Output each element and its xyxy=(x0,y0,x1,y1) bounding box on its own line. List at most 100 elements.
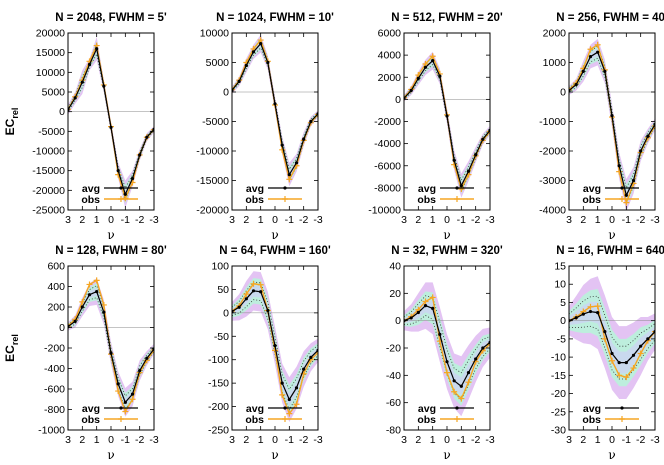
y-tick-label: -20000 xyxy=(196,205,229,217)
legend-marker-avg xyxy=(119,186,123,190)
x-tick-label: 1 xyxy=(595,214,601,226)
y-tick-label: -20000 xyxy=(32,185,65,197)
legend-label-obs: obs xyxy=(417,414,436,426)
x-axis-label: ν xyxy=(271,228,278,242)
y-tick-label: 50 xyxy=(217,284,229,296)
obs-point xyxy=(587,303,594,310)
avg-point xyxy=(617,164,621,168)
y-tick-label: 20000 xyxy=(36,28,65,40)
x-tick-label: -1 xyxy=(121,214,130,226)
avg-point xyxy=(438,332,442,336)
avg-point xyxy=(309,355,313,359)
avg-point xyxy=(251,50,256,54)
y-tick-label: -15000 xyxy=(196,175,229,187)
chart-title: N = 256, FWHM = 40' xyxy=(556,12,664,24)
plot-area xyxy=(569,276,655,399)
obs-point xyxy=(487,128,490,135)
x-tick-label: -3 xyxy=(313,434,322,446)
y-tick-label: 20 xyxy=(389,288,401,300)
y-tick-label: -10000 xyxy=(32,146,65,158)
legend-marker-avg xyxy=(119,406,123,410)
avg-point xyxy=(280,381,284,385)
legend-label-avg: avg xyxy=(246,183,264,195)
avg-point xyxy=(588,55,593,59)
x-tick-label: -3 xyxy=(650,434,659,446)
x-tick-label: 2 xyxy=(580,434,586,446)
x-tick-label: 3 xyxy=(401,214,407,226)
avg-point xyxy=(581,312,585,316)
x-axis-label: ν xyxy=(608,448,615,462)
y-tick-label: -10000 xyxy=(368,205,401,217)
band-inner xyxy=(68,283,154,412)
avg-point xyxy=(102,310,106,314)
sim-envelope-line xyxy=(569,325,655,380)
y-tick-label: -100 xyxy=(208,354,229,366)
obs-point xyxy=(68,322,71,329)
y-tick-label: 0 xyxy=(395,315,401,327)
chart-title: N = 512, FWHM = 20' xyxy=(391,12,503,24)
obs-point xyxy=(279,146,286,153)
y-axis-label-main: EC xyxy=(3,345,17,362)
obs-point xyxy=(594,41,601,48)
legend-marker-obs xyxy=(118,196,124,202)
x-tick-label: 0 xyxy=(272,434,278,446)
avg-point xyxy=(102,84,106,88)
avg-point xyxy=(302,367,306,371)
avg-point xyxy=(287,173,291,177)
y-tick-label: 6000 xyxy=(378,28,402,40)
legend-label-avg: avg xyxy=(418,403,436,415)
band-outer xyxy=(404,51,490,198)
y-tick-label: -4000 xyxy=(374,138,401,150)
x-tick-label: 1 xyxy=(94,434,100,446)
avg-point xyxy=(452,158,456,162)
x-tick-label: 1 xyxy=(258,214,264,226)
avg-point xyxy=(416,310,420,315)
obs-point xyxy=(623,374,630,381)
avg-point xyxy=(409,88,413,93)
obs-point xyxy=(93,277,100,284)
obs-point xyxy=(232,86,235,93)
y-tick-label: 400 xyxy=(47,281,65,293)
x-tick-label: 3 xyxy=(229,214,235,226)
x-tick-label: 1 xyxy=(430,434,436,446)
avg-point xyxy=(123,192,127,196)
band-outer xyxy=(569,38,655,210)
avg-point xyxy=(73,319,77,323)
obs-point xyxy=(451,388,458,395)
avg-point xyxy=(431,59,435,63)
avg-point xyxy=(145,356,149,360)
plot-frame xyxy=(231,32,319,211)
legend-label-avg: avg xyxy=(418,183,436,195)
y-tick-label: -80 xyxy=(386,425,401,437)
x-axis-label: ν xyxy=(443,228,450,242)
obs-point xyxy=(594,303,601,310)
legend-marker-obs xyxy=(118,416,124,422)
obs-point xyxy=(429,53,436,60)
y-tick-label: 0 xyxy=(223,87,229,99)
avg-point xyxy=(481,346,485,350)
x-tick-label: -2 xyxy=(299,434,308,446)
sim-envelope-line xyxy=(569,295,655,347)
avg-point xyxy=(481,137,485,141)
x-tick-label: -1 xyxy=(285,214,294,226)
y-tick-label: 10000 xyxy=(200,28,229,40)
chart-title: N = 64, FWHM = 160' xyxy=(219,245,331,257)
plot-area xyxy=(569,38,655,210)
y-tick-label: -25000 xyxy=(32,205,65,217)
avg-point xyxy=(109,351,113,355)
avg-point xyxy=(646,337,650,341)
obs-point xyxy=(129,396,136,403)
x-tick-label: 2 xyxy=(243,434,249,446)
obs-point xyxy=(86,281,93,288)
sim-envelope-line xyxy=(68,41,154,189)
avg-point xyxy=(459,184,463,188)
y-tick-label: -5000 xyxy=(38,126,65,138)
y-tick-label: -50 xyxy=(214,331,229,343)
avg-point xyxy=(259,290,263,294)
y-tick-label: -30 xyxy=(551,425,566,437)
avg-point xyxy=(287,397,291,402)
avg-point xyxy=(431,306,435,310)
avg-point xyxy=(244,63,248,68)
